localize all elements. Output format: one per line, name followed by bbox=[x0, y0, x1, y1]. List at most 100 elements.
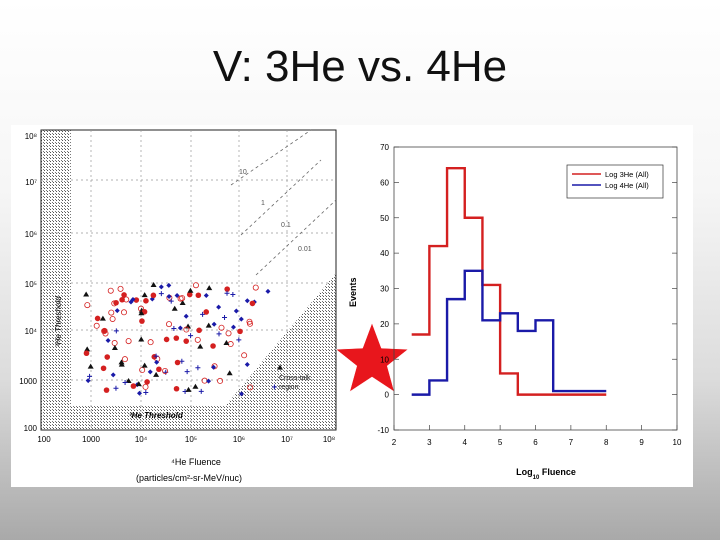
scatter-point bbox=[174, 292, 180, 298]
scatter-point bbox=[142, 383, 149, 390]
x-tick-label: 10⁶ bbox=[233, 435, 245, 444]
histogram-series-4he bbox=[411, 269, 607, 396]
scatter-point bbox=[121, 292, 127, 298]
scatter-point bbox=[171, 305, 178, 311]
scatter-point bbox=[143, 298, 149, 304]
scatter-point bbox=[173, 385, 180, 392]
histogram-legend: Log 3He (All) Log 4He (All) bbox=[566, 164, 664, 199]
ratio-label-0.1: 0.1 bbox=[281, 222, 291, 229]
scatter-point bbox=[241, 352, 248, 359]
scatter-point bbox=[117, 285, 124, 292]
y-tick-label: 10⁶ bbox=[25, 230, 37, 239]
scatter-point bbox=[237, 328, 243, 335]
scatter-point bbox=[149, 296, 155, 302]
histogram-y-tick-label: 10 bbox=[380, 355, 389, 364]
scatter-point bbox=[184, 369, 190, 375]
y-tick-label: 1000 bbox=[19, 377, 37, 386]
scatter-point bbox=[249, 300, 256, 307]
scatter-point bbox=[135, 381, 142, 387]
scatter-point bbox=[162, 367, 169, 374]
scatter-point bbox=[183, 338, 190, 344]
histogram-y-tick-label: 30 bbox=[380, 285, 389, 294]
scatter-point bbox=[153, 371, 160, 377]
scatter-point bbox=[173, 335, 180, 341]
histogram-x-tick-label: 2 bbox=[392, 438, 397, 447]
scatter-point bbox=[222, 314, 228, 320]
scatter-point bbox=[84, 302, 91, 309]
scatter-point bbox=[210, 343, 216, 349]
scatter-point bbox=[158, 284, 164, 290]
threshold-strip-left bbox=[41, 130, 71, 430]
scatter-point bbox=[216, 331, 222, 337]
scatter-point bbox=[108, 309, 115, 316]
scatter-point bbox=[121, 356, 128, 363]
histogram-x-tick-label: 7 bbox=[569, 438, 574, 447]
scatter-point bbox=[225, 330, 232, 337]
scatter-point bbox=[154, 359, 160, 365]
histogram-series-3he bbox=[411, 167, 607, 396]
scatter-point bbox=[252, 284, 259, 291]
histogram-x-tick-labels: 2 3 4 5 6 7 8 9 10 bbox=[392, 438, 682, 447]
scatter-point bbox=[185, 386, 192, 392]
scatter-point bbox=[114, 308, 120, 314]
scatter-point bbox=[113, 385, 119, 391]
histogram-y-tick-label: 20 bbox=[380, 320, 389, 329]
histogram-x-title-sub: 10 bbox=[533, 475, 540, 481]
scatter-point bbox=[118, 359, 125, 365]
scatter-point bbox=[163, 336, 170, 343]
scatter-point bbox=[125, 338, 132, 345]
scatter-point bbox=[150, 292, 157, 299]
scatter-point bbox=[158, 291, 164, 297]
scatter-point bbox=[224, 286, 230, 292]
histogram-y-tick-label: -10 bbox=[377, 426, 389, 435]
scatter-point bbox=[218, 324, 225, 331]
scatter-point bbox=[211, 321, 217, 327]
scatter-point bbox=[271, 384, 277, 390]
scatter-point bbox=[224, 290, 230, 296]
scatter-point bbox=[247, 384, 254, 391]
scatter-point bbox=[179, 358, 185, 364]
scatter-point bbox=[122, 380, 128, 386]
y-tick-label: 10⁷ bbox=[25, 178, 37, 187]
histogram-y-tick-label: 70 bbox=[380, 143, 389, 152]
scatter-point bbox=[195, 365, 201, 371]
scatter-point bbox=[226, 370, 233, 376]
scatter-point bbox=[99, 315, 106, 321]
scatter-point bbox=[84, 346, 91, 352]
scatter-point bbox=[133, 297, 140, 303]
scatter-point bbox=[203, 293, 209, 299]
legend-label-4he: Log 4He (All) bbox=[605, 181, 649, 190]
histogram-y-tick-label: 0 bbox=[385, 391, 390, 400]
scatter-point bbox=[244, 361, 250, 367]
scatter-point bbox=[265, 288, 271, 294]
scatter-bottom-label: ³He Threshold bbox=[129, 411, 184, 420]
cross-talk-region bbox=[226, 273, 336, 405]
legend-label-3he: Log 3He (All) bbox=[605, 170, 649, 179]
scatter-point bbox=[238, 316, 244, 322]
scatter-x-title: ⁴He Fluence bbox=[171, 457, 221, 467]
x-tick-label: 10⁵ bbox=[185, 435, 197, 444]
scatter-point bbox=[107, 287, 114, 294]
histogram-x-tick-label: 3 bbox=[427, 438, 432, 447]
scatter-point bbox=[197, 343, 204, 349]
scatter-point bbox=[211, 364, 217, 370]
histogram-y-tick-label: 40 bbox=[380, 249, 389, 258]
scatter-point bbox=[239, 391, 245, 397]
scatter-point bbox=[141, 292, 148, 298]
figure-svg: 10 1 0.1 0.01 10⁸ 10⁷ 10⁶ 10⁵ 10⁴ 1000 1… bbox=[19, 129, 682, 483]
ratio-label-1: 1 bbox=[261, 200, 265, 207]
scatter-point bbox=[130, 297, 136, 303]
scatter-point bbox=[192, 383, 199, 389]
scatter-point bbox=[85, 378, 91, 384]
histogram-x-tick-label: 8 bbox=[604, 438, 609, 447]
scatter-point bbox=[104, 354, 111, 360]
scatter-point bbox=[201, 377, 208, 384]
scatter-point bbox=[200, 311, 206, 317]
cross-talk-label: Cross-talk bbox=[279, 375, 311, 382]
scatter-point bbox=[143, 390, 149, 396]
y-tick-label: 10⁵ bbox=[25, 280, 37, 289]
scatter-point bbox=[83, 291, 90, 297]
scatter-point bbox=[187, 287, 194, 293]
scatter-point bbox=[206, 378, 212, 384]
scatter-point bbox=[236, 337, 242, 343]
